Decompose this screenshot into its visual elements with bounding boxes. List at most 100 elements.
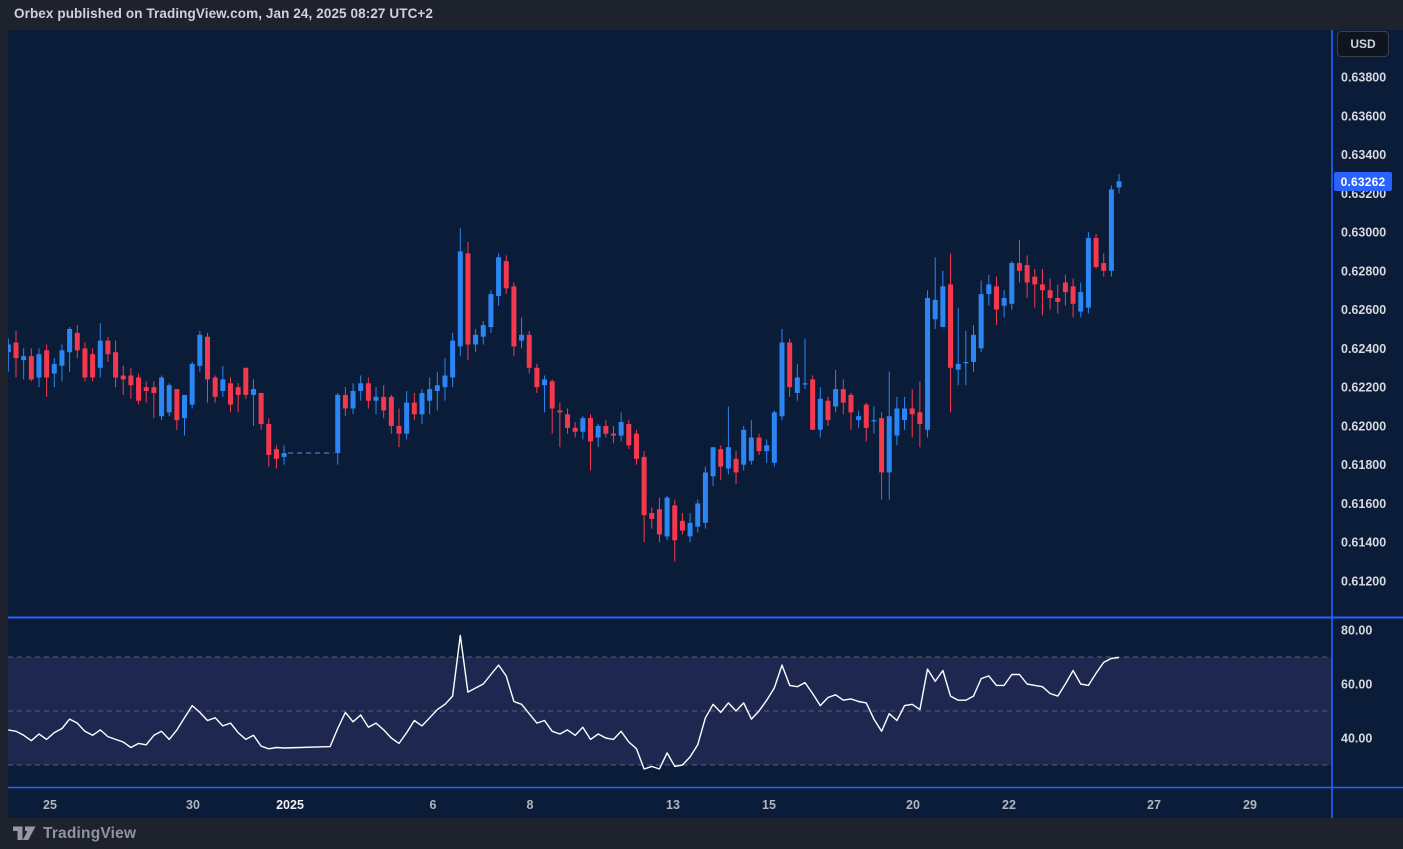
candle-body	[756, 437, 762, 452]
candle-body	[427, 389, 433, 401]
candle-body	[281, 453, 287, 457]
candle-body	[457, 251, 463, 347]
candle-body	[902, 408, 908, 421]
candle-body	[243, 367, 249, 395]
candle-body	[993, 286, 999, 310]
candle-body	[1039, 284, 1045, 291]
candle-body	[511, 286, 517, 347]
candle-body	[496, 257, 502, 297]
candle-body	[358, 383, 364, 392]
candle-body	[610, 433, 616, 436]
candle-body	[273, 449, 279, 459]
candle-body	[534, 367, 540, 388]
candle-body	[473, 334, 479, 345]
candle-body	[21, 356, 27, 361]
candle-body	[411, 402, 417, 415]
candle-body	[1078, 292, 1084, 312]
price-tick-label: 0.62400	[1341, 342, 1386, 356]
price-tick-label: 0.62200	[1341, 381, 1386, 395]
time-tick-label: 27	[1147, 798, 1161, 812]
candle-body	[633, 433, 639, 459]
candle-body	[258, 392, 264, 424]
candle-body	[879, 418, 885, 473]
time-tick-label: 30	[186, 798, 200, 812]
candle-body	[90, 354, 96, 378]
candle-body	[679, 520, 685, 531]
candle-body	[549, 381, 555, 409]
candle-body	[450, 340, 456, 378]
candle-body	[695, 503, 701, 527]
candle-body	[725, 447, 731, 469]
candle-body	[840, 389, 846, 403]
price-tick-label: 0.61200	[1341, 574, 1386, 588]
currency-toggle-button[interactable]: USD	[1337, 31, 1389, 57]
candle-body	[465, 253, 471, 345]
candle-body	[220, 379, 226, 392]
candle-body	[748, 437, 754, 461]
candle-body	[1070, 286, 1076, 304]
time-tick-label: 29	[1243, 798, 1257, 812]
tradingview-logo-link[interactable]: TradingView	[13, 821, 136, 847]
chart-background	[8, 30, 1403, 818]
publish-info-bar: Orbex published on TradingView.com, Jan …	[0, 0, 1403, 30]
candle-body	[909, 408, 915, 415]
candle-body	[672, 505, 678, 541]
price-axis[interactable]: 0.638000.636000.634000.632000.630000.628…	[1341, 71, 1386, 746]
time-tick-label: 20	[906, 798, 920, 812]
time-tick-label: 25	[43, 798, 57, 812]
rsi-tick-label: 80.00	[1341, 624, 1372, 638]
price-tick-label: 0.63400	[1341, 148, 1386, 162]
price-tick-label: 0.62800	[1341, 264, 1386, 278]
price-tick-label: 0.63000	[1341, 226, 1386, 240]
candle-body	[603, 425, 609, 434]
candle-body	[702, 472, 708, 523]
time-tick-label: 8	[527, 798, 534, 812]
candle-body	[120, 375, 126, 380]
price-tick-label: 0.62600	[1341, 303, 1386, 317]
candle-body	[1047, 290, 1053, 298]
candle-body	[235, 387, 241, 395]
candle-body	[779, 342, 785, 417]
candle-body	[205, 336, 210, 380]
candle-body	[105, 340, 111, 355]
candle-body	[986, 284, 992, 295]
time-axis[interactable]: 25 30 2025 6 8 13 15 20 22 27 29	[43, 798, 1257, 812]
candle-body	[128, 375, 134, 386]
candle-body	[894, 408, 900, 436]
candle-body	[212, 377, 218, 397]
candle-body	[113, 352, 119, 378]
candle-body	[166, 385, 172, 413]
candle-body	[971, 334, 976, 362]
candle-body	[174, 389, 180, 421]
candle-body	[649, 513, 655, 519]
candle-body	[143, 387, 149, 392]
candle-body	[856, 416, 862, 421]
candle-body	[136, 377, 142, 401]
candle-body	[67, 328, 73, 353]
candle-body	[189, 363, 195, 405]
candle-body	[802, 383, 808, 385]
candle-body	[948, 284, 954, 368]
candle-body	[1101, 263, 1107, 271]
candle-body	[97, 340, 103, 368]
candle-body	[542, 379, 548, 386]
candle-body	[526, 334, 532, 368]
candle-body	[480, 325, 486, 337]
candle-body	[871, 420, 877, 422]
candle-body	[227, 383, 233, 405]
candle-body	[718, 449, 724, 467]
candle-body	[519, 334, 525, 341]
candle-body	[51, 363, 57, 374]
candle-body	[36, 354, 42, 378]
candle-body	[1016, 263, 1022, 271]
candle-body	[817, 398, 823, 430]
candle-body	[8, 344, 11, 353]
tradingview-wordmark: TradingView	[43, 825, 137, 842]
price-tick-label: 0.61800	[1341, 458, 1386, 472]
candle-body	[825, 400, 831, 421]
price-tick-label: 0.61600	[1341, 497, 1386, 511]
candle-body	[588, 418, 593, 442]
candle-body	[886, 416, 892, 473]
time-tick-label: 6	[430, 798, 437, 812]
